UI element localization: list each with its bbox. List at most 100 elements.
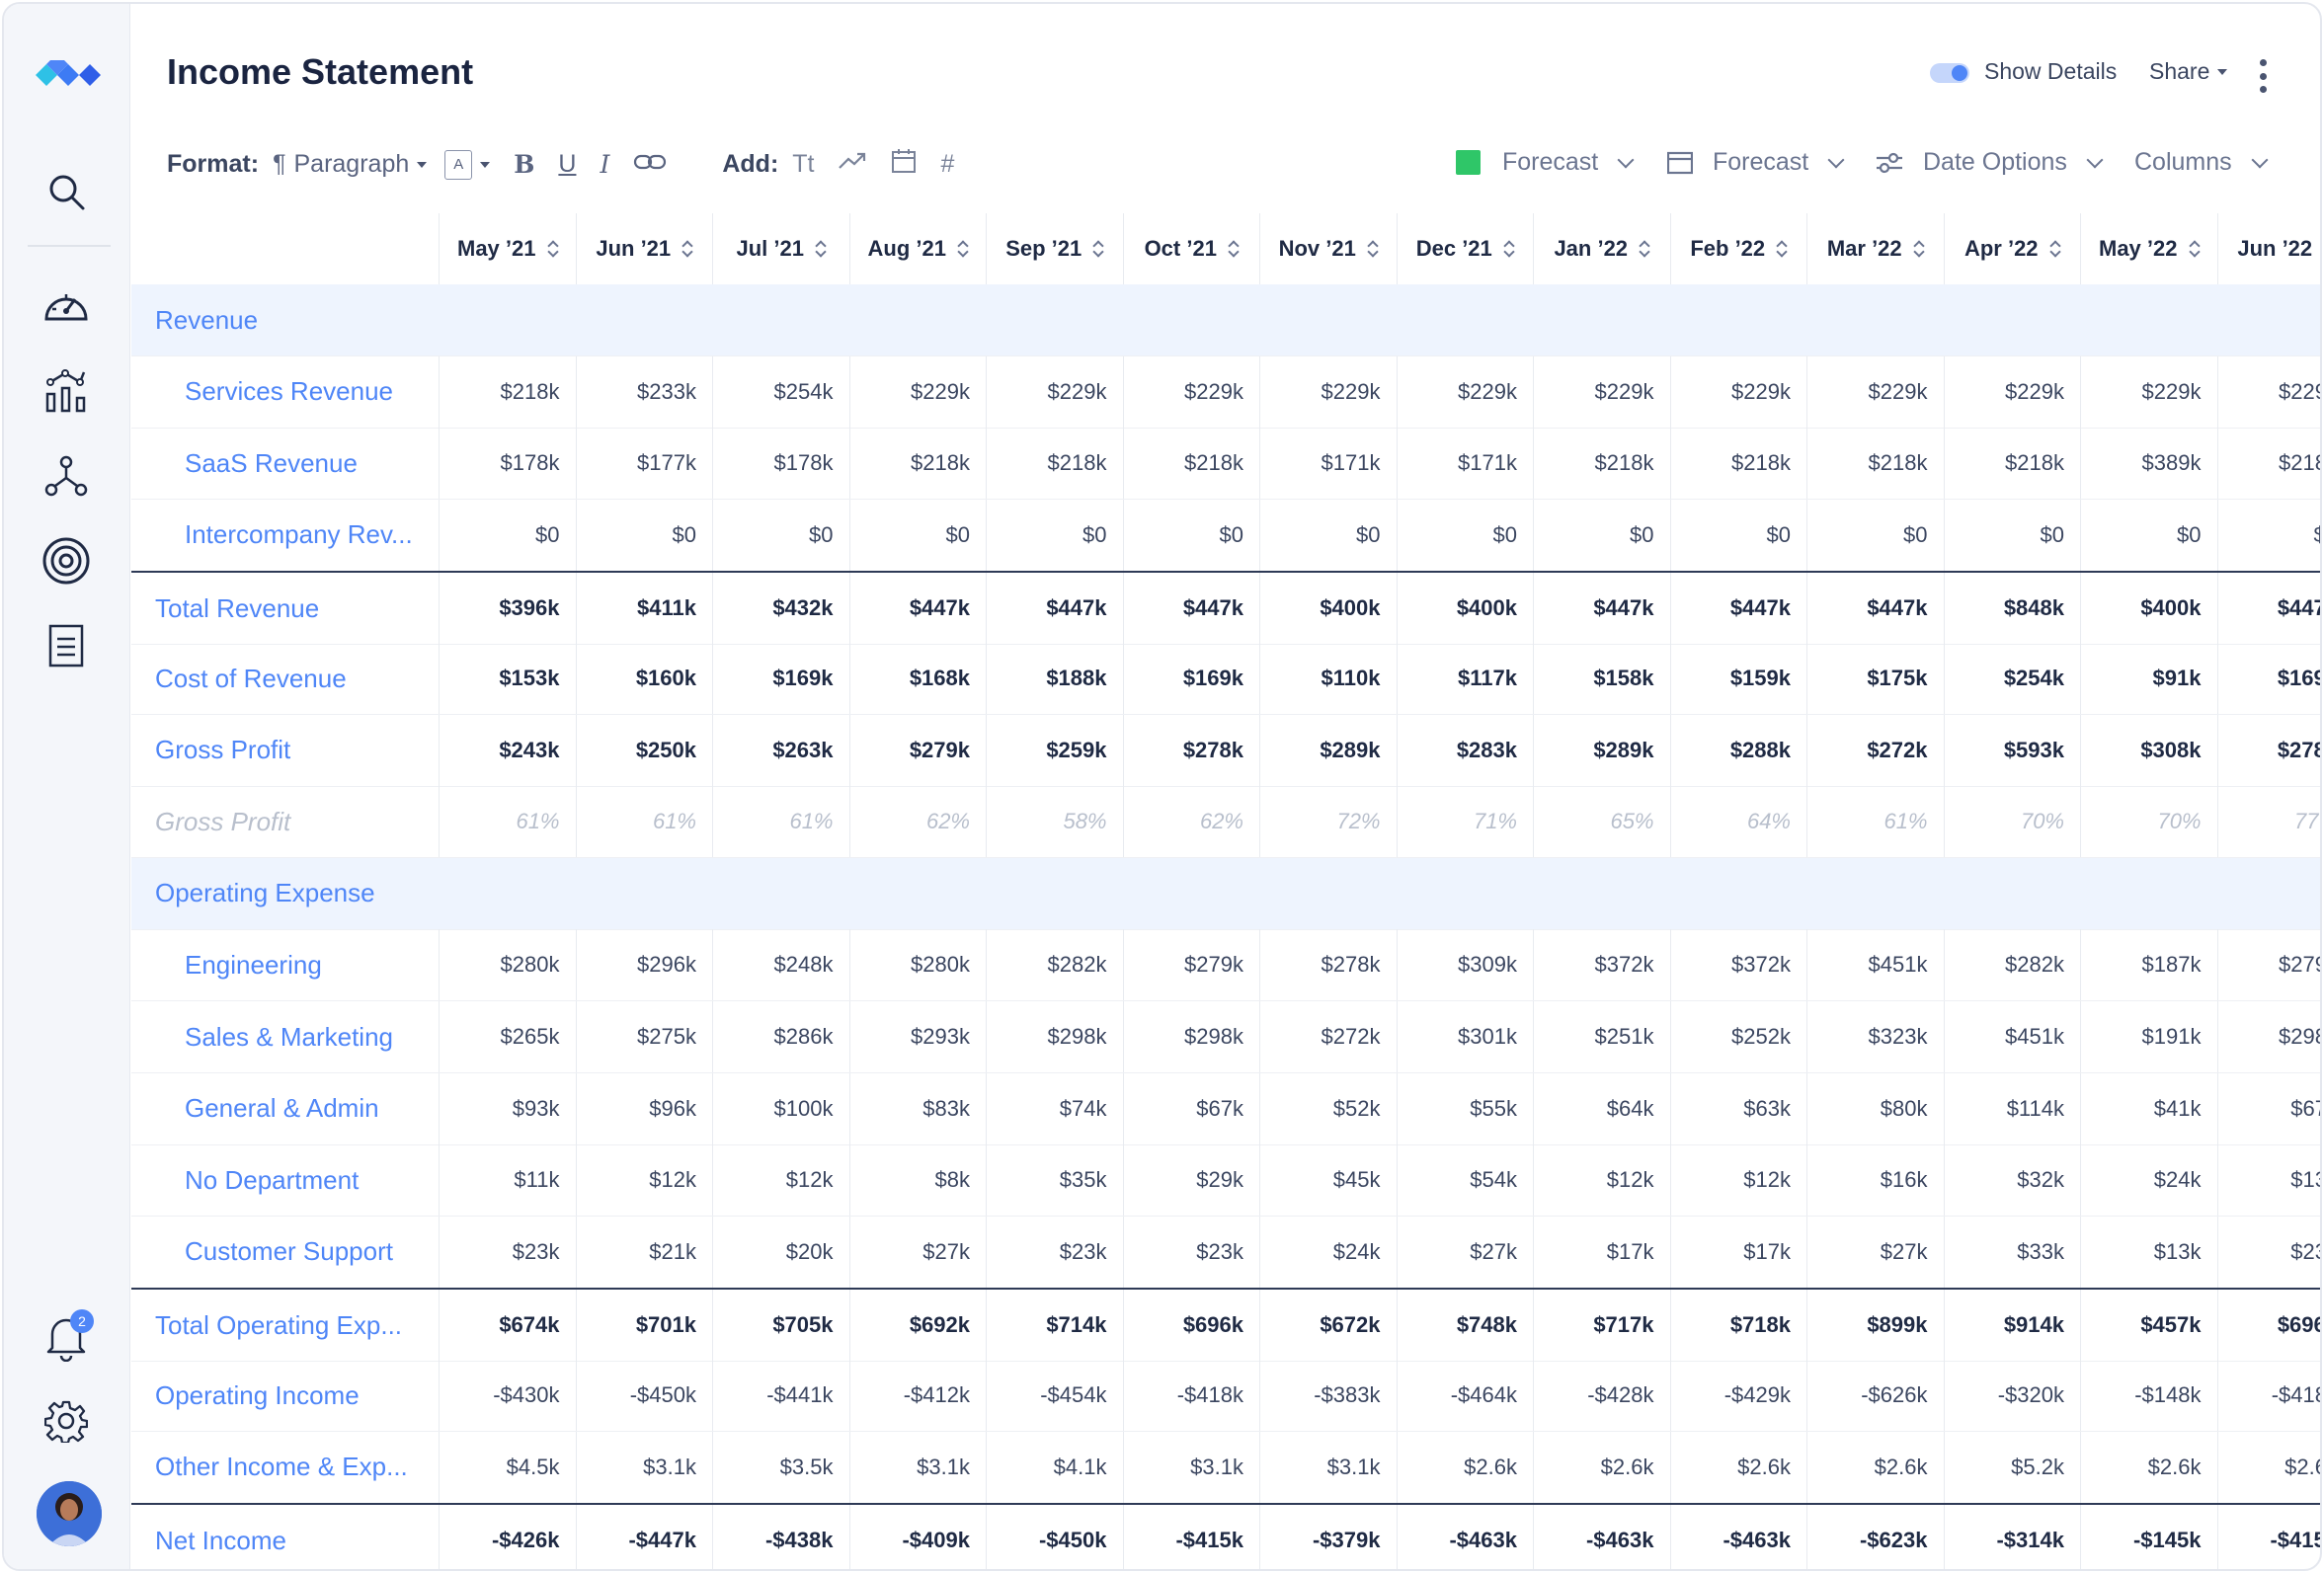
column-header[interactable]: May ’21 [440,213,577,284]
table-cell[interactable]: $263k [713,714,850,786]
row-label[interactable]: Engineering [131,929,440,1001]
table-cell[interactable]: $289k [1534,714,1671,786]
table-cell[interactable]: $3.5k [713,1431,850,1503]
column-header[interactable]: Mar ’22 [1807,213,1945,284]
table-cell[interactable]: 71% [1398,786,1534,858]
search-icon[interactable] [37,162,96,221]
table-cell[interactable]: $298k [987,1001,1124,1072]
row-label[interactable]: Gross Profit [131,714,440,786]
table-cell[interactable]: $229k [1671,355,1807,428]
table-cell[interactable]: $2.6k [1671,1431,1807,1503]
goals-icon[interactable] [37,531,96,590]
table-cell[interactable]: -$450k [987,1505,1124,1569]
table-cell[interactable]: $280k [850,929,987,1001]
table-cell[interactable]: $23k [440,1216,577,1288]
table-cell[interactable]: $83k [850,1072,987,1144]
table-row[interactable]: Operating Income -$430k -$450k -$441k -$412k… [131,1360,2320,1432]
table-cell[interactable]: $372k [1534,929,1671,1001]
table-cell[interactable]: $169k [713,643,850,714]
column-header[interactable]: Jan ’22 [1534,213,1671,284]
table-cell[interactable]: 64% [1671,786,1807,858]
table-row[interactable]: SaaS Revenue $178k $177k $178k $218k $218k $21… [131,428,2320,501]
table-cell[interactable]: $20k [713,1216,850,1288]
table-cell[interactable]: $100k [713,1072,850,1144]
table-cell[interactable]: $3.1k [850,1431,987,1503]
table-cell[interactable]: -$626k [1807,1360,1945,1431]
sort-icon[interactable] [1229,240,1239,258]
table-cell[interactable]: $251k [1534,1001,1671,1072]
column-header[interactable]: Jul ’21 [713,213,850,284]
table-cell[interactable]: $447k [1671,573,1807,645]
show-details-label[interactable]: Show Details [1984,58,2118,84]
table-cell[interactable]: $178k [440,428,577,500]
table-cell[interactable]: $705k [713,1290,850,1362]
table-cell[interactable]: $265k [440,1001,577,1072]
table-cell[interactable]: $296k [577,929,713,1001]
table-cell[interactable]: $67k [2218,1073,2320,1144]
column-header[interactable]: Nov ’21 [1260,213,1398,284]
table-cell[interactable]: $696k [1124,1290,1260,1362]
table-cell[interactable]: -$320k [1945,1360,2081,1431]
table-cell[interactable]: $41k [2081,1072,2218,1144]
table-cell[interactable]: $16k [1807,1144,1945,1217]
table-cell[interactable]: $0 [713,499,850,571]
table-cell[interactable]: $278k [1260,929,1398,1001]
table-cell[interactable]: 58% [987,786,1124,858]
column-header[interactable]: Dec ’21 [1398,213,1534,284]
logo-icon[interactable] [34,45,103,105]
table-cell[interactable]: $447k [850,573,987,645]
row-label[interactable]: Other Income & Exp... [131,1431,440,1503]
table-row[interactable]: Total Revenue $396k $411k $432k $447k $447k $4… [131,571,2320,646]
table-cell[interactable]: $0 [440,499,577,571]
table-cell[interactable]: $0 [1671,499,1807,571]
table-cell[interactable]: $2.6k [2081,1431,2218,1503]
row-label[interactable]: Sales & Marketing [131,1001,440,1072]
table-row[interactable]: Services Revenue $218k $233k $254k $229k $229… [131,355,2320,429]
table-cell[interactable]: $218k [1807,428,1945,500]
table-cell[interactable]: $447k [1124,573,1260,645]
table-row[interactable]: Intercompany Rev... $0 $0 $0 $0 $0 $0 $0 $0 $0 $0 $… [131,499,2320,572]
row-label[interactable]: Intercompany Rev... [131,499,440,571]
table-cell[interactable]: $233k [577,355,713,428]
table-row[interactable]: Cost of Revenue $153k $160k $169k $168k $188k… [131,643,2320,715]
table-cell[interactable]: -$409k [850,1505,987,1569]
table-cell[interactable]: $451k [1945,1001,2081,1072]
table-cell[interactable]: $301k [1398,1001,1534,1072]
table-cell[interactable]: 77% [2218,786,2320,857]
sort-icon[interactable] [958,240,968,258]
table-cell[interactable]: -$447k [577,1505,713,1569]
table-cell[interactable]: -$314k [1945,1505,2081,1569]
table-cell[interactable]: $229k [850,355,987,428]
table-cell[interactable]: $0 [1398,499,1534,571]
table-cell[interactable]: 72% [1260,786,1398,858]
table-cell[interactable]: $272k [1807,714,1945,786]
table-cell[interactable]: -$463k [1398,1505,1534,1569]
table-cell[interactable]: $35k [987,1144,1124,1217]
table-cell[interactable]: $451k [1807,929,1945,1001]
table-cell[interactable]: $32k [1945,1144,2081,1217]
paragraph-dropdown[interactable]: ¶ Paragraph [273,150,428,179]
table-cell[interactable]: $278k [2218,715,2320,786]
table-cell[interactable]: $218k [1534,428,1671,500]
table-cell[interactable]: -$426k [440,1505,577,1569]
table-cell[interactable]: $187k [2081,929,2218,1001]
table-cell[interactable]: $11k [440,1144,577,1217]
table-cell[interactable]: -$418k [1124,1360,1260,1431]
table-cell[interactable]: $2.6k [1398,1431,1534,1503]
table-cell[interactable]: $243k [440,714,577,786]
settings-icon[interactable] [37,1391,96,1451]
table-cell[interactable]: $229k [1398,355,1534,428]
table-cell[interactable]: $24k [2081,1144,2218,1217]
table-cell[interactable]: $248k [713,929,850,1001]
table-cell[interactable]: 61% [713,786,850,858]
table-cell[interactable]: $229k [1534,355,1671,428]
table-cell[interactable]: $0 [987,499,1124,571]
table-cell[interactable]: -$438k [713,1505,850,1569]
forecast-color-dropdown[interactable]: Forecast [1456,148,1635,177]
more-options-icon[interactable] [2258,59,2268,93]
table-cell[interactable]: $283k [1398,714,1534,786]
avatar[interactable] [37,1481,102,1546]
table-cell[interactable]: $218k [1671,428,1807,500]
table-cell[interactable]: $2.6k [2218,1432,2320,1503]
table-cell[interactable]: $177k [577,428,713,500]
